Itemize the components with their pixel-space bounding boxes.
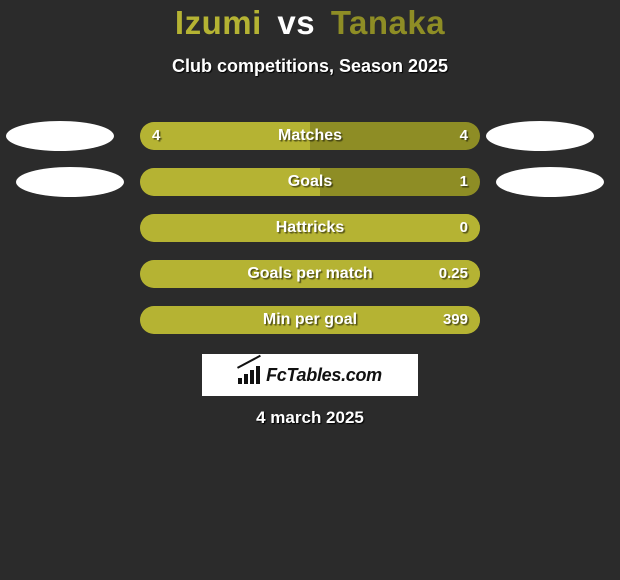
stat-row: Min per goal 399 xyxy=(0,306,620,334)
date-label: 4 march 2025 xyxy=(0,408,620,428)
subtitle: Club competitions, Season 2025 xyxy=(0,56,620,77)
stat-label: Min per goal xyxy=(140,306,480,334)
player1-name: Izumi xyxy=(175,4,262,41)
root: Izumi vs Tanaka Club competitions, Seaso… xyxy=(0,0,620,580)
player2-avatar-icon xyxy=(496,167,604,197)
page-title: Izumi vs Tanaka xyxy=(0,0,620,42)
stat-label: Hattricks xyxy=(140,214,480,242)
stat-label: Goals xyxy=(140,168,480,196)
stat-value-right: 0 xyxy=(460,214,468,242)
stat-value-right: 399 xyxy=(443,306,468,334)
stat-label: Goals per match xyxy=(140,260,480,288)
player2-name: Tanaka xyxy=(331,4,445,41)
stat-bar: Goals per match 0.25 xyxy=(140,260,480,288)
stat-bar: Hattricks 0 xyxy=(140,214,480,242)
bar-chart-icon xyxy=(238,366,262,384)
player2-avatar-icon xyxy=(486,121,594,151)
stat-bar: Goals 1 xyxy=(140,168,480,196)
player1-avatar-icon xyxy=(6,121,114,151)
stat-bar: 4 Matches 4 xyxy=(140,122,480,150)
stat-label: Matches xyxy=(140,122,480,150)
vs-label: vs xyxy=(277,4,315,41)
logo-inner: FcTables.com xyxy=(238,365,382,386)
source-logo: FcTables.com xyxy=(202,354,418,396)
stat-bar: Min per goal 399 xyxy=(140,306,480,334)
stats-rows: 4 Matches 4 Goals 1 Hattricks 0 xyxy=(0,122,620,352)
stat-row: Hattricks 0 xyxy=(0,214,620,242)
stat-value-right: 0.25 xyxy=(439,260,468,288)
stat-row: Goals per match 0.25 xyxy=(0,260,620,288)
logo-text: FcTables.com xyxy=(266,365,382,386)
stat-value-right: 1 xyxy=(460,168,468,196)
stat-value-right: 4 xyxy=(460,122,468,150)
player1-avatar-icon xyxy=(16,167,124,197)
